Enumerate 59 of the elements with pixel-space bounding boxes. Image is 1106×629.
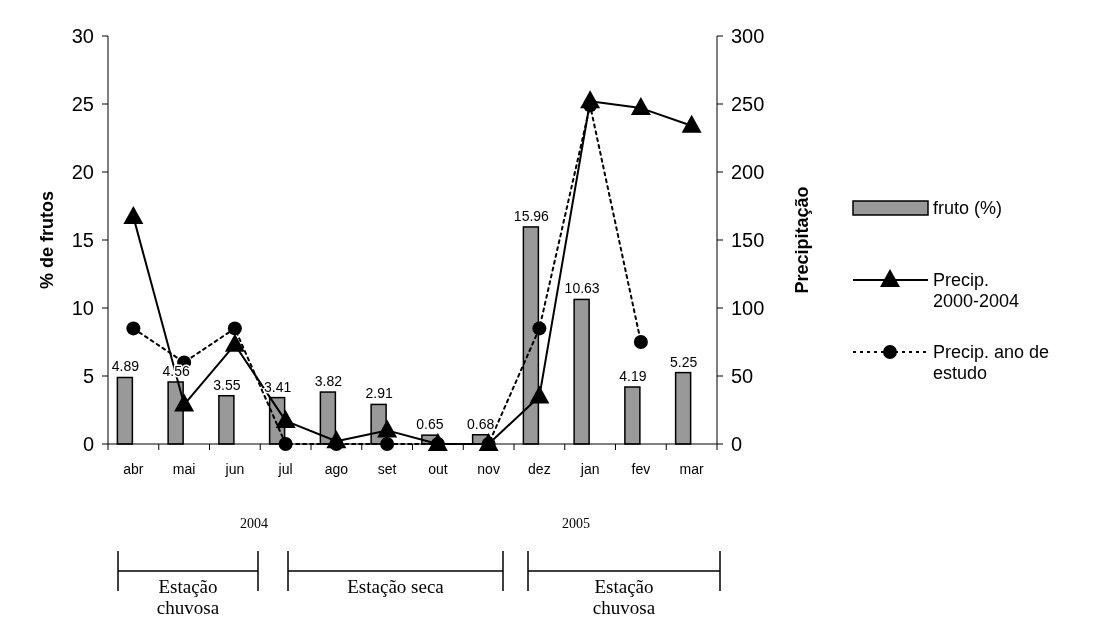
y-tick-label: 10 xyxy=(71,297,94,319)
y2-tick-label: 200 xyxy=(731,161,765,183)
x-tick-label: mar xyxy=(679,461,705,477)
text: Estação chuvosa xyxy=(156,576,220,618)
text: Estação seca xyxy=(347,576,445,597)
point xyxy=(224,333,245,352)
text: Estação chuvosa xyxy=(592,576,656,618)
data-label: 4.89 xyxy=(111,358,140,375)
y-tick-label: 25 xyxy=(71,93,94,115)
y2-tick-label: 0 xyxy=(731,433,743,455)
text: 2005 xyxy=(562,516,590,531)
text: 2004 xyxy=(240,516,268,531)
x-tick-label: mai xyxy=(172,461,196,477)
data-label: 3.82 xyxy=(314,373,343,390)
point xyxy=(532,321,547,336)
point xyxy=(377,419,398,438)
y2-tick-label: 50 xyxy=(731,365,754,387)
y2-tick-label: 250 xyxy=(731,93,765,115)
data-label: 0.65 xyxy=(416,416,444,433)
y-tick-label: 30 xyxy=(71,25,94,47)
y-tick-label: 0 xyxy=(82,433,94,455)
point xyxy=(123,205,144,224)
point xyxy=(633,335,648,349)
data-label: 3.55 xyxy=(213,376,241,393)
legend-label: Precip. 2000-2004 xyxy=(933,270,1020,311)
point xyxy=(630,97,651,116)
point xyxy=(529,385,550,404)
x-tick-label: abr xyxy=(123,461,144,477)
point xyxy=(681,114,702,133)
y-tick-label: 5 xyxy=(82,365,94,387)
data-label: 2.91 xyxy=(365,385,393,402)
x-tick-label: jan xyxy=(579,461,600,477)
x-tick-label: set xyxy=(377,461,397,477)
x-tick-label: jul xyxy=(277,461,293,477)
data-label: 5.25 xyxy=(670,353,698,370)
data-label: 15.96 xyxy=(513,207,550,224)
point xyxy=(174,393,195,412)
y2-tick-label: 300 xyxy=(731,25,765,47)
x-tick-label: dez xyxy=(528,461,551,477)
y-tick-label: 20 xyxy=(71,161,94,183)
y2-axis-title: Precipitação xyxy=(792,186,812,294)
y-tick-label: 15 xyxy=(71,229,94,251)
x-tick-label: jun xyxy=(224,461,245,477)
y2-tick-label: 150 xyxy=(731,229,765,251)
y-axis-title: % de frutos xyxy=(37,190,57,290)
x-tick-label: out xyxy=(428,461,448,477)
y2-tick-label: 100 xyxy=(731,297,765,319)
data-label: 0.68 xyxy=(467,415,495,432)
data-label: 3.41 xyxy=(264,378,292,395)
point xyxy=(275,409,296,428)
x-tick-label: ago xyxy=(324,461,349,477)
point xyxy=(227,321,242,336)
x-tick-label: nov xyxy=(477,461,500,477)
x-tick-label: fev xyxy=(631,461,651,477)
data-label: 4.19 xyxy=(619,368,647,385)
legend-label: Precip. ano de estudo xyxy=(933,342,1050,383)
point xyxy=(126,321,141,336)
data-label: 10.63 xyxy=(564,280,600,297)
legend-label: fruto (%) xyxy=(933,198,1003,219)
